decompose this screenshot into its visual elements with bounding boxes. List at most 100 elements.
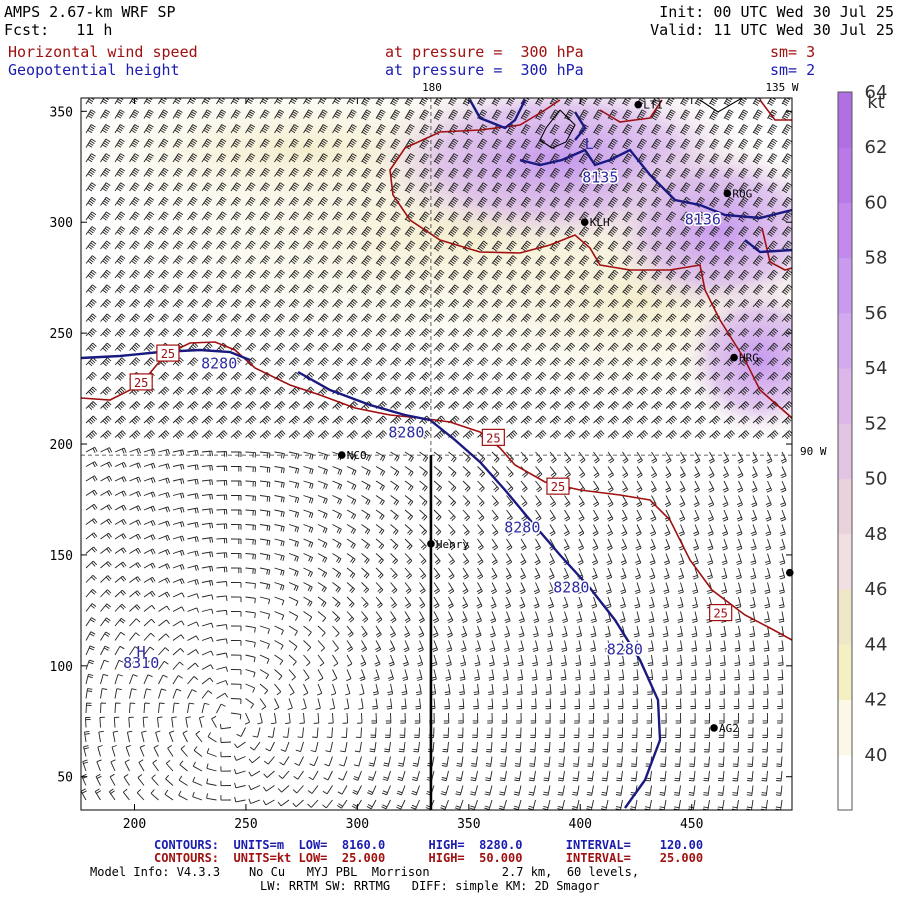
wind-barb	[660, 756, 667, 767]
wind-barb	[535, 138, 546, 150]
wind-barb	[433, 109, 444, 121]
wind-barb	[708, 480, 715, 493]
wind-barb	[230, 196, 242, 206]
wind-barb	[317, 401, 329, 411]
wind-barb	[781, 299, 792, 308]
wind-barb	[593, 196, 604, 208]
wind-barb	[312, 727, 319, 738]
wind-barb	[85, 328, 97, 338]
wind-barb	[491, 401, 503, 411]
wind-barb	[694, 466, 701, 479]
wind-barb	[549, 342, 561, 352]
wind-barb	[665, 480, 672, 493]
wind-barb	[375, 611, 383, 623]
wind-barb	[201, 167, 212, 177]
wind-barb	[448, 182, 459, 194]
wind-barb	[123, 774, 130, 786]
wind-barb	[361, 342, 373, 352]
wind-barb	[201, 328, 213, 338]
wind-barb	[143, 534, 156, 541]
wind-barb	[402, 654, 409, 667]
wind-barb	[346, 138, 357, 148]
wind-barb	[692, 553, 699, 566]
wind-barb	[518, 611, 525, 624]
wind-barb	[216, 465, 228, 472]
wind-barb	[303, 226, 314, 236]
wind-barb	[187, 689, 197, 699]
wind-barb	[230, 211, 242, 221]
wind-barb	[114, 645, 125, 656]
wind-barb	[548, 553, 555, 566]
wind-barb	[736, 524, 743, 537]
wind-barb	[274, 640, 284, 650]
wind-barb	[491, 509, 499, 522]
wind-barb	[738, 342, 750, 352]
wind-barb	[125, 744, 131, 757]
wind-barb	[514, 756, 522, 767]
wind-barb	[216, 479, 228, 486]
wind-barb	[766, 451, 773, 464]
wind-barb	[259, 596, 271, 605]
wind-barb	[129, 109, 140, 119]
wind-barb	[419, 430, 431, 440]
wind-barb	[651, 211, 662, 223]
wind-barb	[187, 493, 199, 500]
wind-barb	[278, 770, 290, 779]
wind-barb	[488, 654, 495, 667]
wind-barb	[622, 124, 633, 135]
wind-barb	[396, 799, 406, 810]
wind-barb	[631, 741, 638, 753]
wind-barb	[606, 538, 613, 551]
wind-barb	[448, 211, 459, 223]
wind-barb	[216, 342, 228, 352]
wind-barb	[620, 553, 627, 566]
wind-barb	[738, 255, 749, 266]
wind-barb	[114, 603, 126, 612]
wind-barb	[419, 313, 431, 323]
wind-barb	[748, 669, 755, 681]
wind-barb	[114, 269, 126, 279]
wind-label-box	[546, 477, 570, 495]
wind-barb	[622, 240, 633, 252]
wind-barb	[404, 124, 415, 135]
wind-barb	[401, 683, 408, 696]
wind-barb	[738, 167, 749, 179]
wind-barb	[546, 640, 553, 652]
wind-barb	[636, 480, 643, 493]
wind-barb	[100, 673, 109, 685]
wind-barb	[564, 313, 576, 323]
wind-barb	[346, 480, 357, 491]
wind-barb	[143, 124, 154, 134]
wind-barb	[172, 269, 184, 279]
wind-barb	[777, 669, 784, 681]
wind-barb	[506, 430, 518, 440]
wind-barb	[324, 756, 333, 767]
wind-barb	[607, 509, 614, 522]
wind-barb	[294, 756, 304, 766]
wind-barb	[694, 313, 706, 323]
wind-barb	[375, 167, 386, 179]
wind-barb	[390, 255, 401, 266]
wind-barb	[288, 669, 296, 681]
wind-barb	[707, 509, 714, 522]
wind-barb	[535, 255, 546, 266]
wind-barb	[722, 495, 729, 508]
wind-barb	[245, 371, 257, 381]
station-marker	[785, 568, 794, 577]
wind-barb	[85, 532, 98, 540]
wind-barb	[732, 785, 739, 796]
wind-barb	[486, 727, 493, 738]
wind-barb	[274, 669, 283, 681]
wind-barb	[589, 683, 595, 695]
wind-barb	[358, 698, 364, 710]
y-tick-label: 350	[50, 105, 73, 120]
wind-barb	[404, 342, 416, 352]
wind-barb	[172, 620, 185, 627]
wind-barb	[274, 698, 280, 711]
wind-barb	[303, 299, 315, 308]
wind-barb	[201, 464, 213, 471]
wind-barb	[207, 732, 217, 743]
wind-barb	[576, 625, 583, 638]
wind-barb	[85, 574, 97, 583]
wind-barb	[693, 480, 700, 493]
